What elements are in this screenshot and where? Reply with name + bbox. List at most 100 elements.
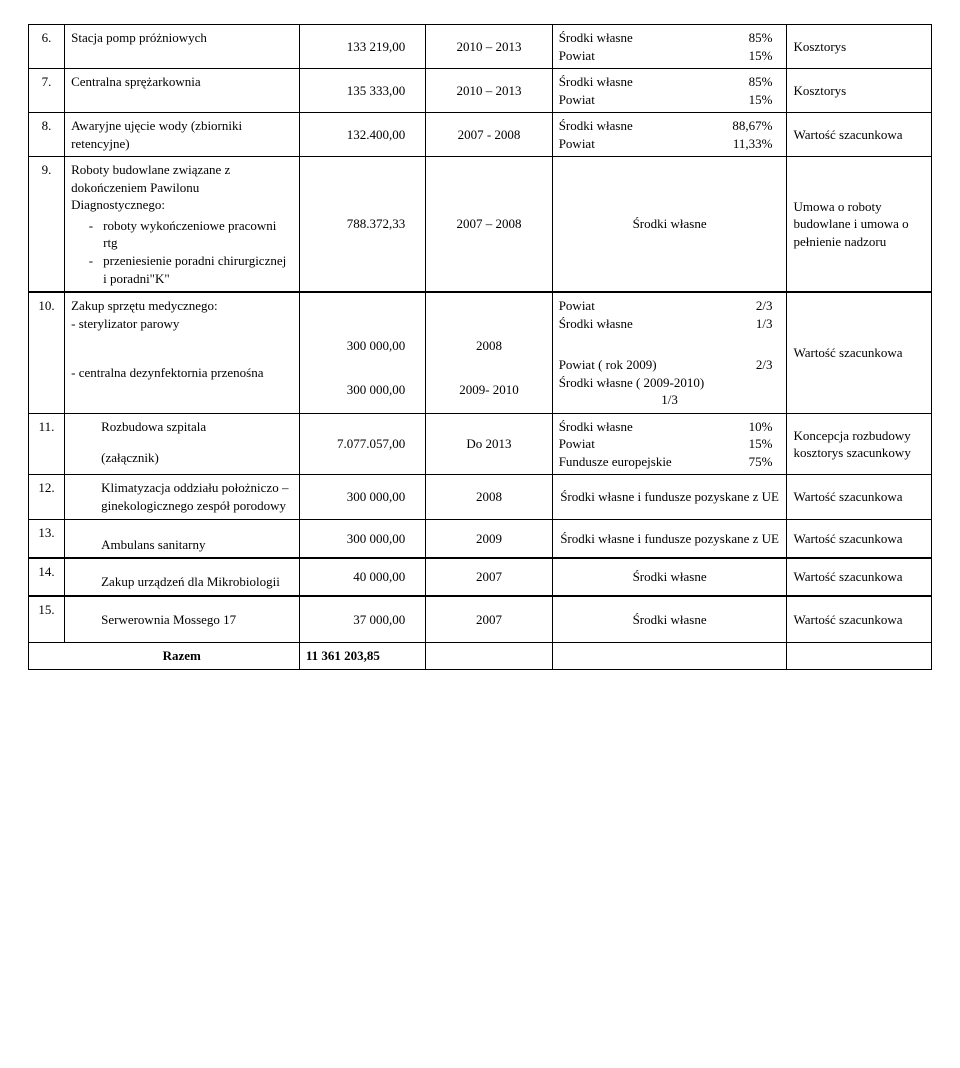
period-cell: 2008 bbox=[426, 475, 552, 519]
row-number: 9. bbox=[29, 157, 65, 292]
row-number: 14. bbox=[29, 558, 65, 596]
funding-cell: Środki własne 88,67% Powiat 11,33% bbox=[552, 113, 787, 157]
sum-label: Razem bbox=[65, 643, 300, 670]
sum-empty bbox=[552, 643, 787, 670]
amount-cell: 300 000,00 300 000,00 bbox=[299, 292, 425, 413]
description-cell: Klimatyzacja oddziału położniczo – ginek… bbox=[65, 475, 300, 519]
row-number: 6. bbox=[29, 25, 65, 69]
description-item: przeniesienie poradni chirurgicznej i po… bbox=[93, 252, 293, 287]
description-item: roboty wykończeniowe pracowni rtg bbox=[93, 217, 293, 252]
table-row: 11. Rozbudowa szpitala (załącznik) 7.077… bbox=[29, 413, 932, 475]
notes-cell: Wartość szacunkowa bbox=[787, 292, 932, 413]
description-lead: Zakup sprzętu medycznego: bbox=[71, 298, 218, 313]
period-value: 2008 bbox=[432, 337, 545, 355]
notes-cell: Wartość szacunkowa bbox=[787, 558, 932, 596]
funding-label: Środki własne bbox=[559, 418, 633, 436]
period-cell: 2007 bbox=[426, 596, 552, 643]
funding-label: Powiat bbox=[559, 47, 595, 65]
table-row: 9. Roboty budowlane związane z dokończen… bbox=[29, 157, 932, 292]
description-item: - sterylizator parowy bbox=[71, 316, 179, 331]
funding-cell: Środki własne bbox=[552, 558, 787, 596]
funding-label: Środki własne bbox=[559, 117, 633, 135]
amount-cell: 37 000,00 bbox=[299, 596, 425, 643]
description-line: Rozbudowa szpitala bbox=[71, 419, 206, 434]
table-row: 12. Klimatyzacja oddziału położniczo – g… bbox=[29, 475, 932, 519]
funding-label: Powiat bbox=[559, 297, 595, 315]
sum-empty bbox=[787, 643, 932, 670]
row-number: 7. bbox=[29, 69, 65, 113]
funding-pct: 85% bbox=[749, 73, 773, 91]
amount-cell: 300 000,00 bbox=[299, 475, 425, 519]
sum-row: Razem 11 361 203,85 bbox=[29, 643, 932, 670]
funding-cell: Środki własne 85% Powiat 15% bbox=[552, 25, 787, 69]
notes-cell: Koncepcja rozbudowy kosztorys szacunkowy bbox=[787, 413, 932, 475]
description-lead: Roboty budowlane związane z dokończeniem… bbox=[71, 162, 230, 212]
funding-cell: Powiat 2/3 Środki własne 1/3 Powiat ( ro… bbox=[552, 292, 787, 413]
row-number: 12. bbox=[29, 475, 65, 519]
funding-label: Środki własne bbox=[559, 73, 633, 91]
funding-label: Powiat bbox=[559, 135, 595, 153]
description-cell: Rozbudowa szpitala (załącznik) bbox=[65, 413, 300, 475]
table-row: 15. Serwerownia Mossego 17 37 000,00 200… bbox=[29, 596, 932, 643]
table-row: 14. Zakup urządzeń dla Mikrobiologii 40 … bbox=[29, 558, 932, 596]
funding-label: Środki własne bbox=[559, 315, 633, 333]
funding-label: Powiat ( rok 2009) bbox=[559, 356, 657, 374]
funding-pct: 15% bbox=[749, 435, 773, 453]
period-cell: 2009 bbox=[426, 519, 552, 558]
period-cell: 2010 – 2013 bbox=[426, 69, 552, 113]
funding-cell: Środki własne bbox=[552, 596, 787, 643]
period-cell: 2007 – 2008 bbox=[426, 157, 552, 292]
amount-cell: 300 000,00 bbox=[299, 519, 425, 558]
investments-table: 6. Stacja pomp próżniowych 133 219,00 20… bbox=[28, 24, 932, 670]
funding-pct: 2/3 bbox=[756, 356, 773, 374]
description-items: roboty wykończeniowe pracowni rtg przeni… bbox=[71, 217, 293, 287]
amount-cell: 788.372,33 bbox=[299, 157, 425, 292]
description-cell: Serwerownia Mossego 17 bbox=[65, 596, 300, 643]
description-cell: Centralna sprężarkownia bbox=[65, 69, 300, 113]
period-value: 2009- 2010 bbox=[432, 381, 545, 399]
funding-pct: 85% bbox=[749, 29, 773, 47]
amount-cell: 132.400,00 bbox=[299, 113, 425, 157]
notes-cell: Wartość szacunkowa bbox=[787, 113, 932, 157]
period-cell: Do 2013 bbox=[426, 413, 552, 475]
amount-cell: 133 219,00 bbox=[299, 25, 425, 69]
funding-pct: 11,33% bbox=[733, 135, 773, 153]
row-number: 11. bbox=[29, 413, 65, 475]
description-item: - centralna dezynfektornia przenośna bbox=[71, 365, 263, 380]
funding-line: 1/3 bbox=[559, 391, 781, 409]
funding-pct: 88,67% bbox=[732, 117, 772, 135]
table-row: 13. Ambulans sanitarny 300 000,00 2009 Ś… bbox=[29, 519, 932, 558]
description-cell: Zakup sprzętu medycznego: - sterylizator… bbox=[65, 292, 300, 413]
amount-cell: 135 333,00 bbox=[299, 69, 425, 113]
notes-cell: Kosztorys bbox=[787, 69, 932, 113]
funding-label: Powiat bbox=[559, 91, 595, 109]
period-cell: 2010 – 2013 bbox=[426, 25, 552, 69]
funding-pct: 10% bbox=[749, 418, 773, 436]
amount-cell: 7.077.057,00 bbox=[299, 413, 425, 475]
row-number: 15. bbox=[29, 596, 65, 643]
table-row: 7. Centralna sprężarkownia 135 333,00 20… bbox=[29, 69, 932, 113]
notes-cell: Wartość szacunkowa bbox=[787, 475, 932, 519]
sum-empty bbox=[426, 643, 552, 670]
funding-cell: Środki własne 10% Powiat 15% Fundusze eu… bbox=[552, 413, 787, 475]
period-cell: 2007 - 2008 bbox=[426, 113, 552, 157]
funding-pct: 15% bbox=[749, 91, 773, 109]
sum-cell-empty bbox=[29, 643, 65, 670]
funding-cell: Środki własne i fundusze pozyskane z UE bbox=[552, 519, 787, 558]
amount-value: 300 000,00 bbox=[306, 337, 405, 355]
funding-label: Środki własne bbox=[559, 29, 633, 47]
funding-cell: Środki własne 85% Powiat 15% bbox=[552, 69, 787, 113]
description-line: Klimatyzacja oddziału położniczo – ginek… bbox=[71, 479, 293, 514]
notes-cell: Umowa o roboty budowlane i umowa o pełni… bbox=[787, 157, 932, 292]
description-line: Ambulans sanitarny bbox=[71, 537, 205, 552]
row-number: 10. bbox=[29, 292, 65, 413]
description-line: (załącznik) bbox=[71, 450, 159, 465]
notes-cell: Wartość szacunkowa bbox=[787, 596, 932, 643]
period-cell: 2008 2009- 2010 bbox=[426, 292, 552, 413]
description-cell: Ambulans sanitarny bbox=[65, 519, 300, 558]
description-cell: Zakup urządzeń dla Mikrobiologii bbox=[65, 558, 300, 596]
funding-pct: 2/3 bbox=[756, 297, 773, 315]
table-row: 10. Zakup sprzętu medycznego: - steryliz… bbox=[29, 292, 932, 413]
period-cell: 2007 bbox=[426, 558, 552, 596]
funding-pct: 15% bbox=[749, 47, 773, 65]
